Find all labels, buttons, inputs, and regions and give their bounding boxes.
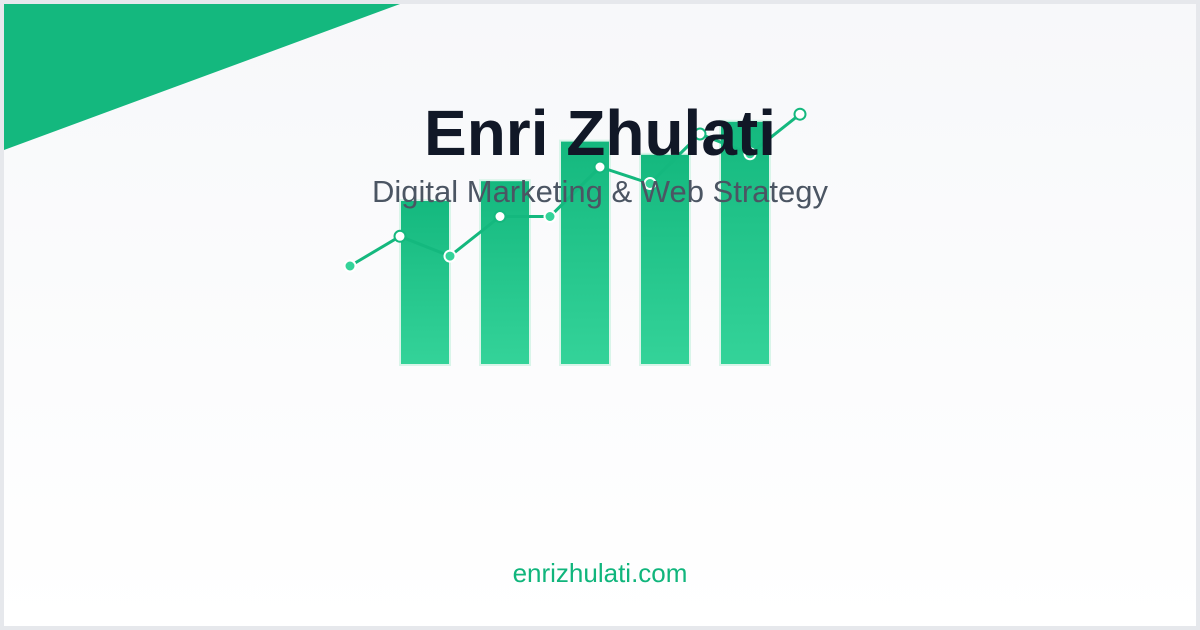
- chart-bar: [559, 139, 611, 366]
- chart-bar: [479, 179, 531, 366]
- page-title: Enri Zhulati: [424, 97, 776, 169]
- trend-point: [593, 160, 607, 174]
- trend-point: [443, 249, 457, 263]
- trend-point: [393, 229, 407, 243]
- growth-chart-graphic: [343, 107, 807, 366]
- trend-point: [643, 177, 657, 190]
- chart-bar: [399, 199, 451, 366]
- trend-point: [743, 147, 757, 161]
- website-link[interactable]: enrizhulati.com: [512, 558, 688, 588]
- trend-point: [493, 210, 507, 223]
- corner-accent-shape: [4, 4, 400, 150]
- trend-point: [693, 127, 707, 141]
- trend-point: [543, 210, 557, 223]
- tagline: Digital Marketing & Web Strategy: [371, 174, 828, 209]
- trend-point: [793, 107, 807, 121]
- social-card: Enri Zhulati Digital Marketing & Web Str…: [4, 4, 1196, 626]
- trend-line: [349, 113, 801, 268]
- trend-point: [343, 259, 357, 273]
- chart-bar: [719, 119, 771, 366]
